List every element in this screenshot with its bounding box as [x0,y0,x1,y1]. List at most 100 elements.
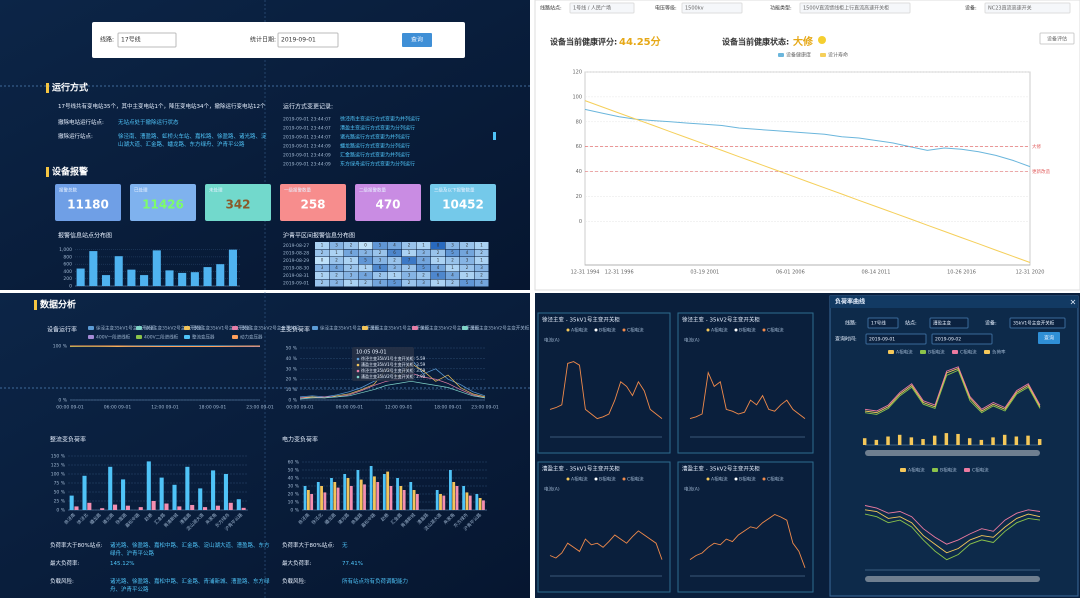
y-tick-label: 0 % [288,398,297,404]
bar [190,504,195,510]
legend-label: 漕盈主变35kV2号主变开关柜 [470,325,530,332]
select[interactable] [681,2,743,14]
select[interactable] [569,2,635,14]
stat-text: 诸光路、徐盈路、嘉松中路、汇金路、青浦新城、漕盈路、东方绿舟、沪青平公路 [110,579,270,593]
y-tick-label: 0 % [290,508,299,514]
line-series [864,505,1041,545]
y-tick-label: 40 % [288,476,300,482]
bar [74,506,79,510]
x-tick-label: 12:00 09-01 [385,405,413,411]
bar [190,272,199,286]
x-tick-label: 12:00 09-01 [151,405,179,411]
heat-cell [460,264,474,272]
select[interactable] [867,317,899,329]
bar [121,479,126,510]
tooltip-title: 10:05 09-01 [356,350,387,356]
heat-cell [373,264,387,272]
select[interactable] [984,2,1071,14]
select[interactable] [799,2,911,14]
panel-top-right [534,0,1080,291]
y-tick-label: 10 % [288,500,300,506]
date-value: 2019-09-01 [281,37,316,44]
legend-label: 负荷率 [992,349,1006,356]
heat-value: 7 [408,258,411,263]
heat-value: 3 [466,258,469,263]
date-input[interactable] [277,32,339,48]
legend-swatch [232,335,238,339]
select[interactable] [117,32,177,48]
heat-cell [315,264,329,272]
query-button[interactable] [1038,332,1060,344]
tooltip-row: 漕盈主变35kV2号主变开关柜: 2.99 [361,373,426,379]
legend-swatch [888,350,894,354]
button-label[interactable]: 查询 [411,36,423,44]
heat-value: 3 [422,250,425,255]
card-label: 未处理 [209,187,223,194]
heat-value: 1 [321,273,324,278]
select-value: 1500kv [685,6,704,12]
heat-value: 2 [335,273,338,278]
date-input[interactable] [931,333,993,345]
heat-cell [387,249,402,257]
heat-row-label: 2019-08-28 [283,251,309,257]
bar [333,482,337,510]
y-tick-label: 20 [576,194,582,200]
heat-cell [431,257,445,264]
evaluate-button[interactable] [1039,32,1075,45]
bar [991,437,995,445]
bar [211,470,216,510]
field-label: 查询时间: [835,336,857,343]
y-tick-label: 50 % [288,468,300,474]
bar [396,478,399,510]
query-button[interactable] [402,33,432,47]
bar [140,275,149,286]
legend-label: A相电流 [896,349,913,356]
filter-label: 设备: [965,5,977,12]
legend-swatch [88,326,94,330]
heat-cell [431,279,445,287]
slider[interactable] [865,450,1040,456]
bar [223,474,228,510]
line-series [689,370,806,420]
legend-label: A相电流 [711,327,728,334]
x-tick-label: 18:00 09-01 [199,405,227,411]
slider[interactable] [865,576,1040,582]
select[interactable] [1009,317,1066,329]
heat-value: 5 [466,280,469,285]
scrollbar[interactable] [493,132,496,140]
y-tick-label: 60 [576,144,582,150]
legend-dot [622,477,626,481]
bar [909,437,914,445]
stat-label: 负载风险: [282,579,306,585]
heat-cell [344,242,358,249]
y-tick-label: 1,000 [59,247,72,253]
close-button[interactable]: × [1070,298,1077,307]
stat-text: 77.41% [342,561,363,567]
x-tick-label: 12-31 1994 [571,270,600,276]
heat-value: 1 [393,273,396,278]
heat-cell [474,242,489,249]
y-tick-label: 20 % [286,377,298,383]
heat-cell [358,264,373,272]
select[interactable] [929,317,969,329]
select-value: 漕盈主变 [933,320,951,327]
button-label[interactable]: 设备评估 [1047,36,1067,43]
legend-label: A相电流 [908,467,925,474]
legend-label: 徐泾主变35kV1号主变开关柜 [96,325,156,332]
y-tick-label: 600 [63,262,72,268]
section-title: 运行方式 [52,82,88,94]
heat-cell [329,249,344,257]
y-tick-label: 120 [572,70,582,76]
line-series [70,345,261,347]
button-label[interactable]: 查询 [1044,335,1054,342]
heat-cell [373,242,387,249]
heat-value: 4 [350,250,353,255]
chart-panel [677,312,814,454]
heat-value: 3 [408,273,411,278]
bar [152,250,161,286]
date-input[interactable] [865,333,927,345]
heat-row-label: 2019-08-31 [283,273,309,279]
alarm-card [130,184,196,221]
legend-label: 400V二段进线柜 [144,334,179,341]
legend-label: 400V一段进线柜 [96,334,131,341]
